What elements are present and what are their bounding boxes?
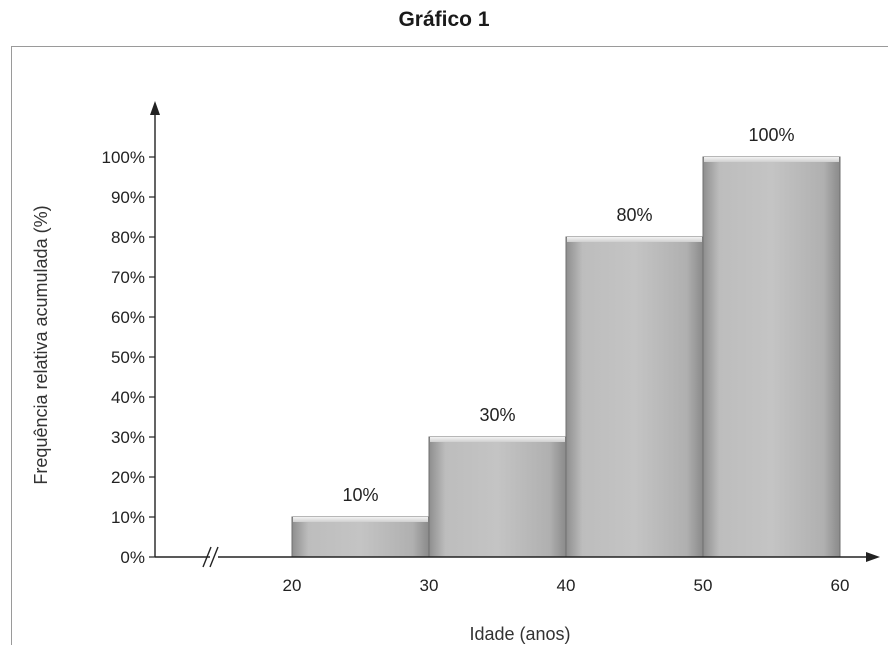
data-label-50-60: 100% bbox=[748, 125, 794, 145]
y-tick-label: 70% bbox=[111, 268, 145, 287]
chart-frame bbox=[11, 46, 888, 645]
bar-30-40 bbox=[428, 436, 567, 558]
bar-top-highlight bbox=[567, 237, 702, 242]
x-tick-label: 40 bbox=[557, 576, 576, 595]
y-tick-label: 20% bbox=[111, 468, 145, 487]
labels-layer: 10% 30% 80% 100% 0% 10% 20% 30% 40% 50% 60% 70% 80% 9… bbox=[31, 125, 849, 644]
y-tick-label: 60% bbox=[111, 308, 145, 327]
axes-layer bbox=[149, 101, 880, 568]
x-tick-label: 50 bbox=[694, 576, 713, 595]
x-axis-title: Idade (anos) bbox=[469, 624, 570, 644]
axis-break-mark bbox=[209, 546, 219, 568]
bars-layer bbox=[291, 156, 841, 558]
data-label-20-30: 10% bbox=[342, 485, 378, 505]
bar-top-highlight bbox=[293, 517, 428, 522]
data-label-30-40: 30% bbox=[479, 405, 515, 425]
x-tick-label: 30 bbox=[420, 576, 439, 595]
y-tick-label: 50% bbox=[111, 348, 145, 367]
chart-title: Gráfico 1 bbox=[398, 8, 490, 31]
x-tick-label: 60 bbox=[831, 576, 850, 595]
axis-break-mark bbox=[202, 546, 212, 568]
y-tick-label: 0% bbox=[120, 548, 145, 567]
y-tick-label: 40% bbox=[111, 388, 145, 407]
bar-40-50 bbox=[565, 236, 704, 558]
bar-top-highlight bbox=[704, 157, 839, 162]
y-tick-label: 30% bbox=[111, 428, 145, 447]
bar-50-60 bbox=[702, 156, 841, 558]
x-axis-arrow bbox=[866, 552, 880, 562]
y-tick-label: 90% bbox=[111, 188, 145, 207]
data-label-40-50: 80% bbox=[616, 205, 652, 225]
bar-20-30 bbox=[291, 516, 430, 558]
y-axis-title: Frequência relativa acumulada (%) bbox=[31, 205, 51, 484]
x-tick-label: 20 bbox=[283, 576, 302, 595]
y-tick-label: 10% bbox=[111, 508, 145, 527]
bar-top-highlight bbox=[430, 437, 565, 442]
y-axis-arrow bbox=[150, 101, 160, 115]
y-tick-label: 80% bbox=[111, 228, 145, 247]
y-tick-label: 100% bbox=[102, 148, 145, 167]
